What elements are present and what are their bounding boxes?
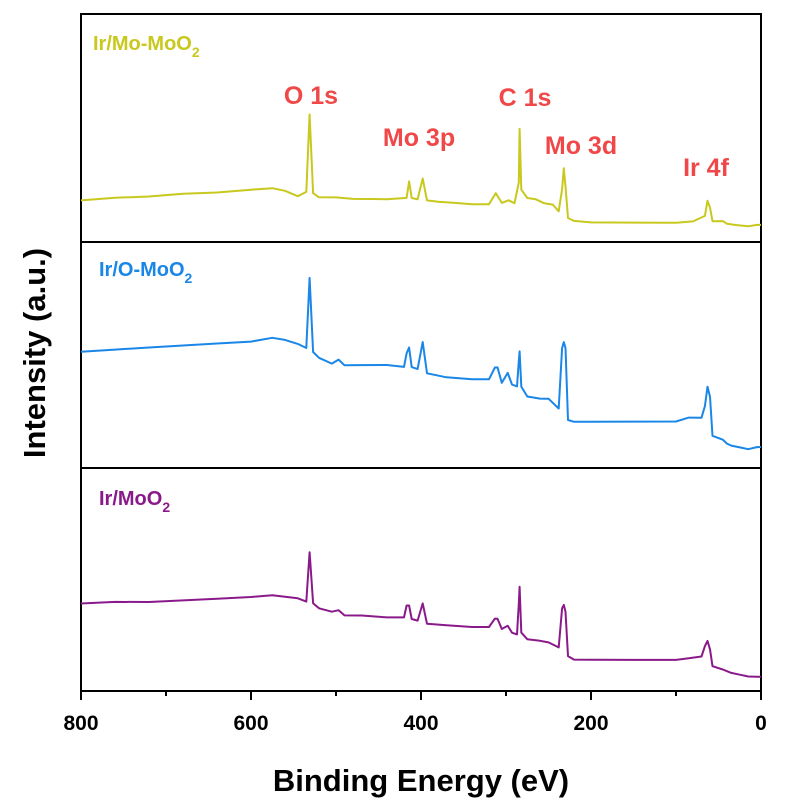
series-line-ir-mo-moo2 <box>80 113 761 228</box>
x-axis-label: Binding Energy (eV) <box>273 763 569 798</box>
y-axis-label: Intensity (a.u.) <box>17 248 52 458</box>
legend-label-subscript: 2 <box>185 270 193 286</box>
x-tick-label-600: 600 <box>233 712 268 735</box>
peak-label-o-1s: O 1s <box>284 82 338 110</box>
peak-label-mo-3d: Mo 3d <box>545 132 617 160</box>
panel-frame-bottom <box>80 467 762 692</box>
legend-label-ir-moo2: Ir/MoO2 <box>99 488 170 515</box>
series-line-ir-o-moo2 <box>80 276 762 451</box>
legend-label-main: Ir/MoO <box>99 488 162 510</box>
legend-label-subscript: 2 <box>192 44 200 60</box>
peak-label-c-1s: C 1s <box>499 84 552 112</box>
series-line-ir-moo2 <box>80 551 762 678</box>
x-tick-label-400: 400 <box>403 712 438 735</box>
x-axis-ticks <box>80 691 762 700</box>
legend-label-subscript: 2 <box>162 499 170 515</box>
legend-label-ir-o-moo2: Ir/O-MoO2 <box>99 259 193 286</box>
legend-label-ir-mo-moo2: Ir/Mo-MoO2 <box>93 33 200 60</box>
x-tick-label-200: 200 <box>573 712 608 735</box>
peak-label-mo-3p: Mo 3p <box>383 124 455 152</box>
legend-label-main: Ir/Mo-MoO <box>93 33 192 55</box>
peak-label-ir-4f: Ir 4f <box>683 154 730 182</box>
x-tick-label-800: 800 <box>63 712 98 735</box>
x-tick-label-0: 0 <box>755 712 767 735</box>
legend-label-main: Ir/O-MoO <box>99 259 185 281</box>
